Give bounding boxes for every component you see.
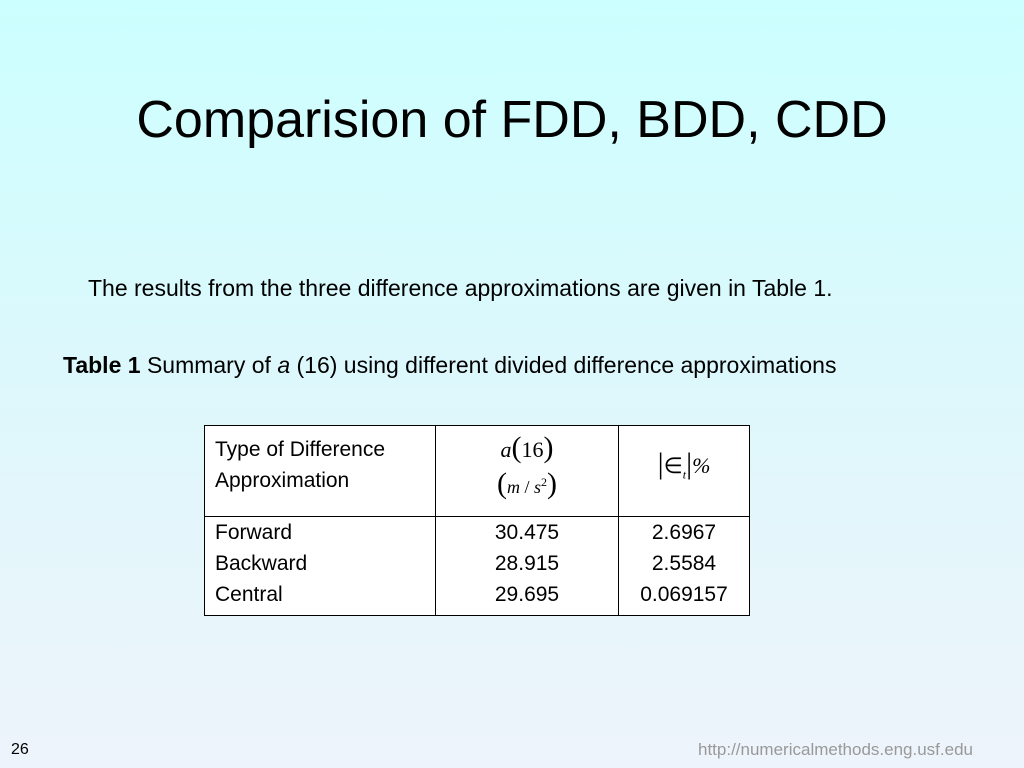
intro-text: The results from the three difference ap… [88, 275, 833, 301]
header-error-sub: t [682, 467, 687, 482]
page-number: 26 [11, 741, 29, 758]
summary-table: Type of Difference Approximation a(16) (… [204, 425, 750, 616]
caption-variable: a [277, 352, 291, 378]
header-row: Type of Difference Approximation a(16) (… [204, 425, 750, 517]
error-central: 0.069157 [640, 583, 728, 606]
value-central: 29.695 [494, 583, 560, 606]
type-forward: Forward [215, 521, 293, 544]
header-units: (m / s2) [496, 467, 558, 500]
type-central: Central [215, 583, 283, 606]
data-row: Forward Backward Central 30.475 28.915 2… [204, 516, 750, 616]
value-cell: 30.475 28.915 29.695 [435, 516, 619, 616]
header-a-arg: 16 [521, 437, 544, 462]
table-caption: Table 1 Summary of a (16) using differen… [63, 350, 836, 380]
error-cell: 2.6967 2.5584 0.069157 [618, 516, 750, 616]
header-error-expression: |∈t|% [657, 447, 711, 482]
header-error-symbol: ∈ [663, 453, 683, 478]
header-type: Type of Difference Approximation [204, 425, 436, 517]
header-error: |∈t|% [618, 425, 750, 517]
header-type-line2: Approximation [215, 469, 350, 492]
value-forward: 30.475 [494, 521, 560, 544]
slide-title: Comparision of FDD, BDD, CDD [136, 91, 888, 149]
caption-prefix: Summary of [146, 352, 271, 378]
header-error-pct: % [692, 453, 711, 478]
header-unit-s: s [534, 477, 542, 497]
header-a-expression: a(16) [500, 431, 554, 464]
error-forward: 2.6967 [651, 521, 717, 544]
header-unit-exp: 2 [541, 475, 548, 489]
caption-label: Table 1 [63, 352, 141, 378]
header-acceleration: a(16) (m / s2) [435, 425, 619, 517]
value-backward: 28.915 [494, 552, 560, 575]
header-a-var: a [500, 437, 512, 462]
header-unit-m: m [506, 477, 520, 497]
header-unit-slash: / [524, 477, 530, 497]
header-type-line1: Type of Difference [215, 438, 386, 461]
type-cell: Forward Backward Central [204, 516, 436, 616]
type-backward: Backward [215, 552, 308, 575]
error-backward: 2.5584 [651, 552, 717, 575]
caption-suffix: (16) using different divided difference … [296, 352, 837, 378]
footer-url[interactable]: http://numericalmethods.eng.usf.edu [698, 740, 973, 759]
